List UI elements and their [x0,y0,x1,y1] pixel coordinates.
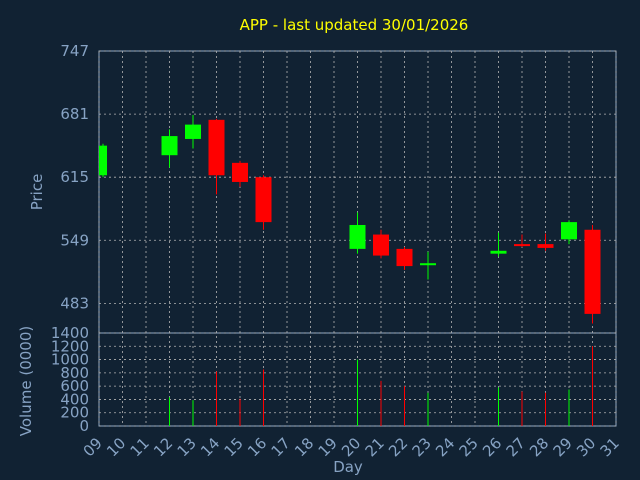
volume-tick-label: 800 [60,364,89,382]
price-tick-label: 483 [60,294,89,312]
volume-axis-label: Volume (0000) [17,326,35,436]
volume-tick-label: 600 [60,377,89,395]
candle-body-up [161,136,178,156]
candle-body-down [208,119,225,176]
price-tick-label: 747 [60,42,89,60]
price-tick-label: 615 [60,168,89,186]
candle-body-up [561,222,577,240]
candle-body-down [537,244,554,248]
candle-body-up [99,145,107,176]
volume-bars [169,346,593,426]
candle-body-up [185,124,201,139]
volume-tick-label: 1400 [51,324,89,342]
volume-tick-label: 0 [79,417,89,435]
chart-title: APP - last updated 30/01/2026 [240,16,469,34]
candle-body-up [420,263,436,266]
candle-body-down [514,244,530,247]
price-tick-label: 549 [60,231,89,249]
x-axis-label: Day [333,458,363,476]
candle-body-down [396,248,413,267]
candle-body-down [255,177,272,223]
price-tick-labels: 747 681 615 549 483 [60,42,89,312]
x-tick-labels: 0910111213141516171819202122232425262728… [80,434,623,460]
volume-tick-label: 1000 [51,351,89,369]
volume-tick-label: 1200 [51,337,89,355]
volume-tick-label: 200 [60,404,89,422]
candle-body-down [232,162,248,182]
candle-body-up [349,224,366,249]
volume-tick-label: 400 [60,390,89,408]
price-grid [99,50,616,304]
candle-body-down [373,234,389,256]
price-tick-label: 681 [60,105,89,123]
candle-body-up [490,250,507,254]
candles [99,115,601,324]
volume-grid [99,332,616,427]
candle-body-down [584,229,601,314]
price-axis-label: Price [28,174,46,211]
